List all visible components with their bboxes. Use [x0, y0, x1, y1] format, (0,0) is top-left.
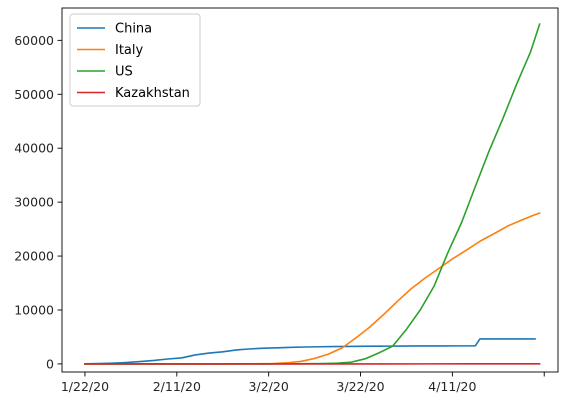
y-tick-label: 60000	[14, 33, 54, 48]
series-line-china	[84, 338, 536, 365]
legend: China Italy US Kazakhstan	[69, 13, 201, 107]
legend-box	[69, 13, 201, 107]
y-tick-label: 0	[46, 356, 54, 371]
legend-label-us: US	[115, 65, 133, 80]
y-tick-label: 50000	[14, 87, 54, 102]
series-layer	[84, 23, 541, 365]
legend-entries: China Italy US Kazakhstan	[77, 22, 190, 101]
x-axis: 1/22/20 2/11/20 3/2/20 3/22/20 4/11/20	[61, 372, 545, 394]
x-tick-label: 3/2/20	[249, 379, 289, 394]
y-tick-label: 30000	[14, 195, 54, 210]
y-tick-label: 20000	[14, 249, 54, 264]
y-axis: 0 10000 20000 30000 40000 50000 60000	[14, 33, 62, 371]
x-tick-label: 1/22/20	[61, 379, 109, 394]
legend-label-china: China	[115, 22, 152, 37]
legend-label-italy: Italy	[115, 43, 144, 58]
x-tick-label: 4/11/20	[428, 379, 476, 394]
x-tick-label: 3/22/20	[336, 379, 384, 394]
y-tick-label: 10000	[14, 302, 54, 317]
legend-label-kazakhstan: Kazakhstan	[115, 86, 190, 101]
x-tick-label: 2/11/20	[153, 379, 201, 394]
y-tick-label: 40000	[14, 141, 54, 156]
